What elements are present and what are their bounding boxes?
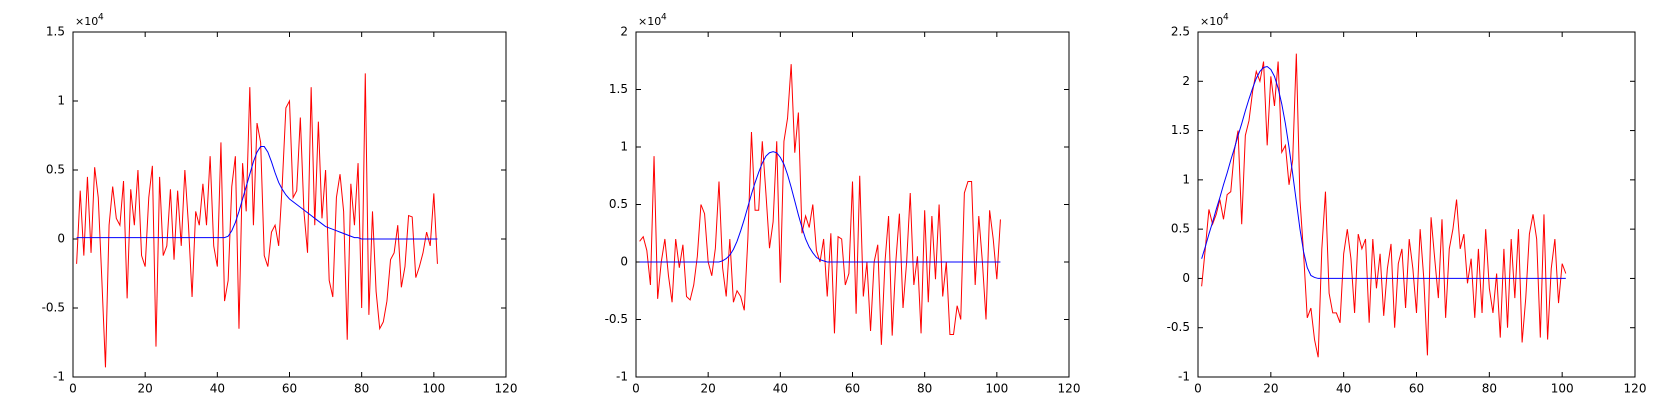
y-tick-label: 0.5 (1171, 222, 1190, 236)
x-tick-label: 120 (1624, 382, 1647, 396)
x-tick-label: 60 (845, 382, 860, 396)
y-tick-label: -1 (616, 370, 628, 384)
x-tick-label: 60 (1409, 382, 1424, 396)
x-tick-label: 40 (773, 382, 788, 396)
x-tick-label: 20 (701, 382, 716, 396)
x-tick-label: 100 (985, 382, 1008, 396)
y-tick-label: 0 (1182, 271, 1190, 285)
y-multiplier-exponent: 4 (98, 13, 104, 23)
x-tick-label: 40 (1336, 382, 1351, 396)
y-tick-label: -0.5 (1167, 320, 1190, 334)
x-tick-label: 80 (917, 382, 932, 396)
subplot: 0 20 40 60 80 100 120 -1 -0.5 0 0.5 1 1.5 ×10 4 (42, 13, 518, 396)
y-multiplier-base: ×10 (638, 15, 661, 28)
series-line (639, 64, 1001, 345)
x-tick-label: 20 (1263, 382, 1278, 396)
y-tick-label: -0.5 (42, 301, 65, 315)
x-tick-label: 60 (282, 382, 297, 396)
y-multiplier-base: ×10 (1200, 15, 1223, 28)
y-tick-label: 2 (620, 25, 628, 39)
axes-box (1197, 31, 1636, 378)
x-tick-label: 120 (1058, 382, 1081, 396)
y-tick-label: 1 (57, 94, 65, 108)
series-line (639, 151, 1001, 263)
y-multiplier-base: ×10 (75, 15, 98, 28)
y-tick-label: 0.5 (609, 197, 628, 211)
y-tick-label: 2 (1182, 74, 1190, 88)
x-tick-label: 80 (354, 382, 369, 396)
subplot: 0 20 40 60 80 100 120 -1 -0.5 0 0.5 1 1.5 2 2.5 ×10 4 (1167, 13, 1647, 396)
y-tick-label: 1.5 (1171, 123, 1190, 137)
x-tick-label: 100 (422, 382, 445, 396)
y-tick-label: -0.5 (605, 312, 628, 326)
y-tick-label: 1.5 (46, 25, 65, 39)
x-tick-label: 80 (1482, 382, 1497, 396)
x-tick-label: 100 (1551, 382, 1574, 396)
y-tick-label: 0.5 (46, 163, 65, 177)
x-tick-label: 40 (210, 382, 225, 396)
x-tick-label: 0 (1194, 382, 1202, 396)
y-tick-label: -1 (53, 370, 65, 384)
series-line (1201, 53, 1567, 358)
series-line (1201, 65, 1566, 279)
y-multiplier-exponent: 4 (1223, 13, 1229, 23)
y-tick-label: 1.5 (609, 82, 628, 96)
y-tick-label: 2.5 (1171, 25, 1190, 39)
y-multiplier-exponent: 4 (661, 13, 667, 23)
y-tick-label: 1 (620, 140, 628, 154)
y-tick-label: 1 (1182, 172, 1190, 186)
x-tick-label: 0 (632, 382, 640, 396)
series-line (76, 73, 438, 368)
y-tick-label: 0 (57, 232, 65, 246)
subplot: 0 20 40 60 80 100 120 -1 -0.5 0 0.5 1 1.5 2 ×10 4 (605, 13, 1081, 396)
x-tick-label: 0 (69, 382, 77, 396)
axes-box (72, 31, 507, 378)
y-tick-label: 0 (620, 255, 628, 269)
x-tick-label: 20 (138, 382, 153, 396)
y-tick-label: -1 (1178, 370, 1190, 384)
series-line (76, 146, 438, 240)
x-tick-label: 120 (495, 382, 518, 396)
